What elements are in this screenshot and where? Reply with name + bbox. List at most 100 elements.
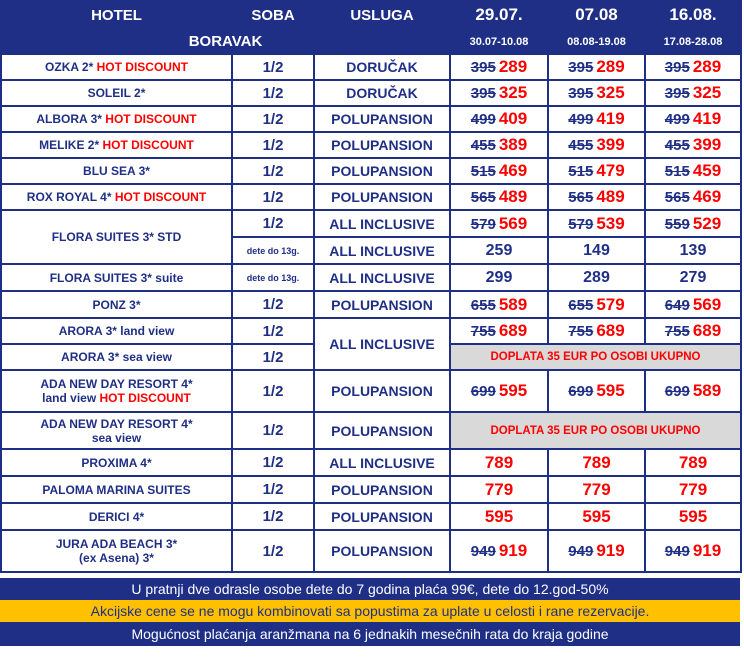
price-cell: 299 <box>449 263 549 292</box>
footer-note-discount: Akcijske cene se ne mogu kombinovati sa … <box>0 600 740 622</box>
price-cell: 655 579 <box>547 290 646 319</box>
header-row: HOTEL SOBA USLUGA 29.07. 07.08 16.08. <box>0 0 742 30</box>
service-cell: POLUPANSION <box>313 369 451 413</box>
old-price: 699 <box>568 383 594 400</box>
hotel-name: FLORA SUITES 3* suite <box>0 263 233 292</box>
hotel-name: SOLEIL 2* <box>0 79 233 107</box>
surcharge-note: DOPLATA 35 EUR PO OSOBI UKUPNO <box>449 343 742 371</box>
old-price: 515 <box>470 163 496 180</box>
hotel-name: DERICI 4* <box>0 502 233 531</box>
price-cell: 949 919 <box>644 529 742 573</box>
old-price: 755 <box>470 323 496 340</box>
old-price: 655 <box>470 296 496 314</box>
room-cell: dete do 13g. <box>231 263 315 292</box>
old-price: 565 <box>568 189 594 206</box>
room-cell: 1/2 <box>231 79 315 107</box>
table-row: ROX ROYAL 4* HOT DISCOUNT 1/2 POLUPANSIO… <box>0 183 742 211</box>
room-cell: 1/2 <box>231 157 315 185</box>
hotel-name: PROXIMA 4* <box>0 448 233 477</box>
new-price: 569 <box>498 213 528 233</box>
price-cell: 259 <box>449 236 549 265</box>
new-price: 539 <box>596 213 625 233</box>
hotel-name: ADA NEW DAY RESORT 4* sea view <box>0 411 233 450</box>
range-2: 08.08-19.08 <box>547 28 646 55</box>
new-price: 919 <box>498 541 528 560</box>
new-price: 489 <box>596 187 625 206</box>
table-row: ADA NEW DAY RESORT 4* land view HOT DISCO… <box>0 369 742 413</box>
old-price: 755 <box>568 323 594 340</box>
new-price: 919 <box>596 541 625 560</box>
room-cell: 1/2 <box>231 290 315 319</box>
new-price: 589 <box>498 294 528 314</box>
price-cell: 789 <box>547 448 646 477</box>
price-cell: 395 325 <box>644 79 742 107</box>
old-price: 559 <box>664 215 690 233</box>
new-price: 689 <box>498 321 528 340</box>
table-row: MELIKE 2* HOT DISCOUNT 1/2 POLUPANSION 4… <box>0 131 742 159</box>
table-row: SOLEIL 2* 1/2 DORUČAK 395 325 395 325 395 3… <box>0 79 742 107</box>
hotel-name: PONZ 3* <box>0 290 233 319</box>
service-cell: POLUPANSION <box>313 105 451 133</box>
new-price: 419 <box>596 109 625 128</box>
table-row: ARORA 3* land view 1/2 ALL INCLUSIVE 755… <box>0 317 742 371</box>
col-header-date-1: 29.07. <box>449 0 549 30</box>
hotel-name: ALBORA 3* HOT DISCOUNT <box>0 105 233 133</box>
old-price: 499 <box>664 111 690 128</box>
price-cell: 499 419 <box>547 105 646 133</box>
price-cell: 649 569 <box>644 290 742 319</box>
new-price: 579 <box>596 294 625 314</box>
footer-note-children: U pratnji dve odrasle osobe dete do 7 go… <box>0 578 740 600</box>
hot-discount-label: HOT DISCOUNT <box>99 391 191 405</box>
old-price: 499 <box>568 111 594 128</box>
old-price: 455 <box>568 137 594 154</box>
service-cell: ALL INCLUSIVE <box>313 209 451 238</box>
new-price: 289 <box>596 57 625 76</box>
price-cell: 779 <box>449 475 549 504</box>
price-cell: 789 <box>449 448 549 477</box>
service-cell: POLUPANSION <box>313 183 451 211</box>
new-price: 325 <box>692 83 722 102</box>
old-price: 395 <box>470 59 496 76</box>
old-price: 565 <box>664 189 690 206</box>
new-price: 689 <box>692 321 722 340</box>
price-cell: 655 589 <box>449 290 549 319</box>
price-cell: 565 469 <box>644 183 742 211</box>
price-cell: 395 289 <box>644 53 742 81</box>
price-cell: 595 <box>547 502 646 531</box>
price-cell: 699 595 <box>449 369 549 413</box>
service-cell: POLUPANSION <box>313 157 451 185</box>
service-cell: POLUPANSION <box>313 529 451 573</box>
range-3: 17.08-28.08 <box>644 28 742 55</box>
price-cell: 395 325 <box>449 79 549 107</box>
col-header-date-3: 16.08. <box>644 0 742 30</box>
room-cell: 1/2 <box>231 343 315 371</box>
price-cell: 455 399 <box>644 131 742 159</box>
price-cell: 699 595 <box>547 369 646 413</box>
price-cell: 949 919 <box>547 529 646 573</box>
new-price: 479 <box>596 161 625 180</box>
new-price: 399 <box>596 135 625 154</box>
service-cell: POLUPANSION <box>313 502 451 531</box>
old-price: 395 <box>568 59 594 76</box>
hotel-name: JURA ADA BEACH 3* (ex Asena) 3* <box>0 529 233 573</box>
col-header-date-2: 07.08 <box>547 0 646 30</box>
price-cell: 455 399 <box>547 131 646 159</box>
service-cell: DORUČAK <box>313 53 451 81</box>
room-cell: 1/2 <box>231 502 315 531</box>
new-price: 289 <box>692 57 722 76</box>
old-price: 699 <box>664 383 690 400</box>
price-cell: 595 <box>644 502 742 531</box>
new-price: 919 <box>692 541 722 560</box>
price-cell: 579 539 <box>547 209 646 238</box>
subheader-row: BORAVAK 30.07-10.08 08.08-19.08 17.08-28… <box>0 28 742 55</box>
surcharge-note: DOPLATA 35 EUR PO OSOBI UKUPNO <box>449 411 742 450</box>
boravak-label: BORAVAK <box>0 28 451 55</box>
service-cell: POLUPANSION <box>313 411 451 450</box>
service-cell: ALL INCLUSIVE <box>313 317 451 371</box>
new-price: 409 <box>498 109 528 128</box>
hotel-name: ADA NEW DAY RESORT 4* land view HOT DISCO… <box>0 369 233 413</box>
col-header-usluga: USLUGA <box>313 0 451 30</box>
price-cell: 779 <box>644 475 742 504</box>
old-price: 949 <box>470 543 496 560</box>
room-cell: 1/2 <box>231 131 315 159</box>
